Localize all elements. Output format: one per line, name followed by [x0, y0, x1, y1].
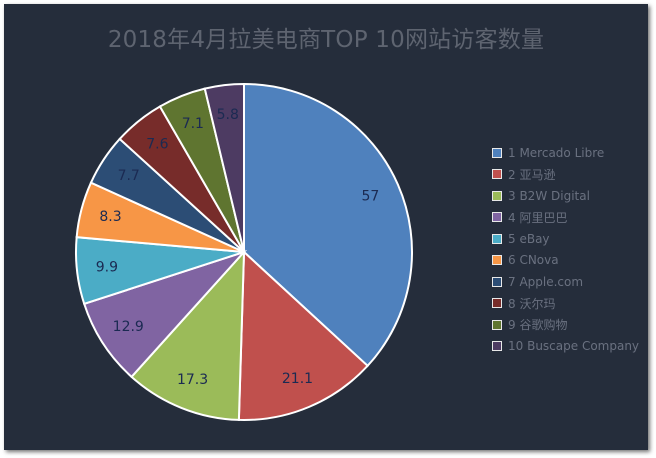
legend-swatch — [492, 341, 502, 352]
legend-item: 6 CNova — [492, 250, 639, 272]
legend-item: 4 阿里巴巴 — [492, 207, 639, 229]
legend-label: 8 沃尔玛 — [508, 296, 556, 311]
legend-item: 1 Mercado Libre — [492, 142, 639, 164]
legend-swatch — [492, 147, 502, 158]
legend-label: 9 谷歌购物 — [508, 318, 568, 333]
data-label: 5.8 — [217, 107, 239, 123]
legend-swatch — [492, 233, 502, 244]
legend-label: 5 eBay — [508, 231, 550, 246]
data-label: 8.3 — [99, 209, 121, 225]
legend-item: 3 B2W Digital — [492, 185, 639, 207]
legend-item: 2 亚马逊 — [492, 164, 639, 186]
legend-swatch — [492, 276, 502, 287]
legend-label: 3 B2W Digital — [508, 188, 590, 203]
chart-legend: 1 Mercado Libre 2 亚马逊 3 B2W Digital 4 阿里巴巴 5… — [492, 142, 639, 357]
data-label: 21.1 — [282, 371, 313, 387]
legend-swatch — [492, 255, 502, 266]
chart-frame: 2018年4月拉美电商TOP 10网站访客数量 57 21.1 17.3 12.9 9.… — [4, 4, 648, 450]
legend-item: 10 Buscape Company — [492, 336, 639, 358]
legend-label: 6 CNova — [508, 253, 559, 268]
legend-label: 1 Mercado Libre — [508, 145, 605, 160]
legend-label: 7 Apple.com — [508, 274, 584, 289]
legend-swatch — [492, 169, 502, 180]
legend-item: 5 eBay — [492, 228, 639, 250]
data-label: 7.1 — [182, 116, 204, 132]
legend-item: 8 沃尔玛 — [492, 293, 639, 315]
pie-slice — [82, 249, 248, 379]
pie-slice — [130, 249, 246, 421]
legend-item: 9 谷歌购物 — [492, 314, 639, 336]
legend-item: 7 Apple.com — [492, 271, 639, 293]
legend-label: 2 亚马逊 — [508, 167, 556, 182]
legend-swatch — [492, 298, 502, 309]
legend-swatch — [492, 319, 502, 330]
legend-swatch — [492, 190, 502, 201]
legend-label: 4 阿里巴巴 — [508, 210, 568, 225]
pie-slice — [203, 82, 245, 253]
data-label: 7.7 — [118, 168, 140, 184]
pie-chart: 57 21.1 17.3 12.9 9.9 8.3 7.7 7.6 7.1 5.8 — [75, 82, 413, 421]
data-label: 17.3 — [177, 372, 208, 388]
data-label: 9.9 — [96, 260, 118, 276]
chart-title: 2018年4月拉美电商TOP 10网站访客数量 — [107, 27, 545, 53]
data-label: 57 — [361, 189, 379, 205]
pie-slice — [237, 249, 369, 421]
data-label: 7.6 — [146, 137, 168, 153]
pie-slice — [243, 82, 413, 368]
data-label: 12.9 — [113, 319, 144, 335]
legend-label: 10 Buscape Company — [508, 339, 640, 354]
legend-swatch — [492, 212, 502, 223]
